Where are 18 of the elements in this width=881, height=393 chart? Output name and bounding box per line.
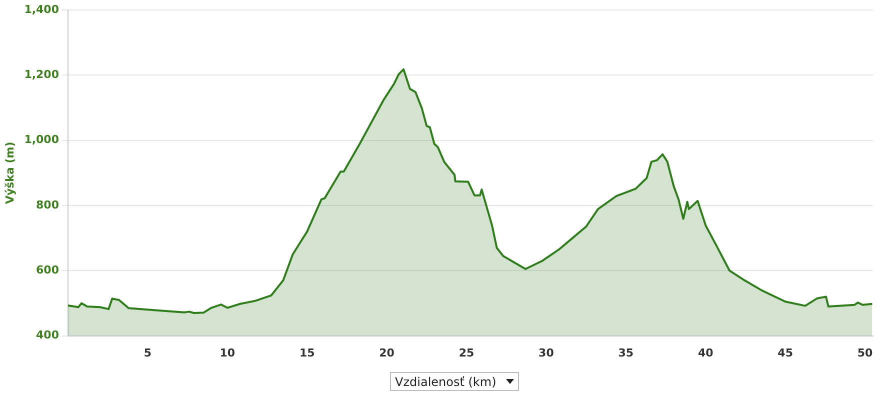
x-tick-label: 15 <box>299 346 315 360</box>
x-tick-label: 30 <box>538 346 554 360</box>
x-tick-label: 10 <box>220 346 236 360</box>
x-tick-label: 45 <box>778 346 793 360</box>
x-axis-title: Vzdialenosť (km) <box>395 374 496 388</box>
y-tick-label: 400 <box>36 328 60 342</box>
x-tick-label: 20 <box>379 346 395 360</box>
x-tick-label: 50 <box>857 346 874 360</box>
y-tick-label: 1,000 <box>24 133 60 146</box>
x-tick-label: 40 <box>698 346 714 360</box>
y-axis-title: Výška (m) <box>3 142 16 204</box>
x-tick-label: 5 <box>144 346 152 360</box>
y-tick-label: 1,400 <box>24 2 60 16</box>
y-tick-label: 800 <box>36 198 60 212</box>
x-tick-label: 25 <box>458 346 474 360</box>
y-tick-label: 600 <box>36 264 60 276</box>
x-tick-label: 35 <box>618 346 634 360</box>
y-tick-label: 1,200 <box>24 68 60 82</box>
